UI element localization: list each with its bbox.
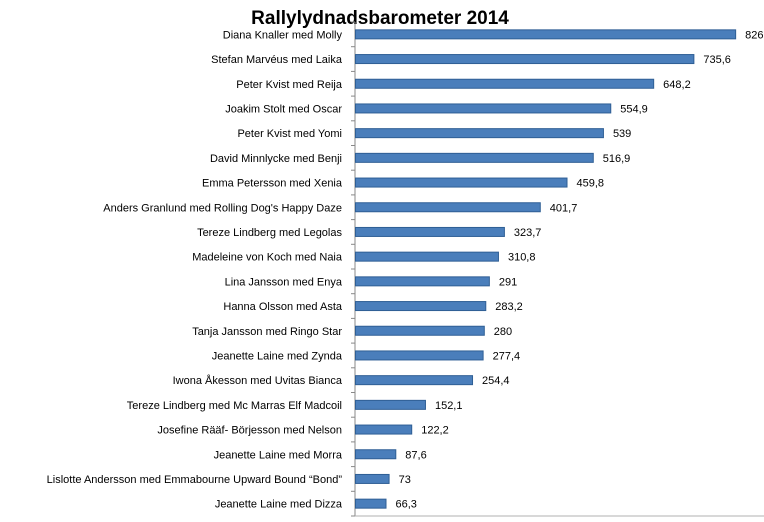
- bar: [355, 78, 655, 89]
- category-label: Madeleine von Koch med Naia: [192, 252, 343, 264]
- category-label: Lina Jansson med Enya: [225, 276, 343, 288]
- category-label: Hanna Olsson med Asta: [223, 301, 343, 313]
- category-label: Tereze Lindberg med Legolas: [197, 227, 342, 239]
- category-label: Peter Kvist med Yomi: [237, 128, 342, 140]
- bar: [355, 128, 604, 139]
- bar: [355, 473, 390, 484]
- bar: [355, 301, 487, 312]
- bar: [355, 103, 612, 114]
- bar: [355, 325, 485, 336]
- bar: [355, 424, 413, 435]
- data-label: 539: [613, 128, 631, 140]
- data-label: 323,7: [514, 227, 542, 239]
- category-label: Jeanette Laine med Morra: [214, 449, 343, 461]
- category-label: Peter Kvist med Reija: [236, 79, 343, 91]
- bar: [355, 276, 490, 287]
- data-label: 277,4: [493, 350, 521, 362]
- data-label: 122,2: [421, 425, 449, 437]
- data-label: 735,6: [703, 54, 731, 66]
- chart-title: Rallylydnadsbarometer 2014: [251, 8, 509, 29]
- data-label: 66,3: [395, 499, 416, 511]
- category-label: Anders Granlund med Rolling Dog's Happy …: [103, 202, 342, 214]
- data-label: 280: [494, 326, 512, 338]
- bar: [355, 350, 484, 361]
- data-label: 87,6: [405, 449, 426, 461]
- data-label: 291: [499, 276, 517, 288]
- bar: [355, 54, 695, 65]
- category-label: Josefine Rääf- Börjesson med Nelson: [157, 425, 342, 437]
- data-label: 401,7: [550, 202, 578, 214]
- data-label: 152,1: [435, 400, 463, 412]
- bar: [355, 226, 505, 237]
- category-label: David Minnlycke med Benji: [210, 153, 342, 165]
- category-label: Emma Petersson med Xenia: [202, 178, 343, 190]
- data-label: 554,9: [620, 103, 648, 115]
- data-label: 826,4: [745, 29, 764, 41]
- bar: [355, 498, 387, 509]
- data-label: 310,8: [508, 252, 536, 264]
- category-label: Jeanette Laine med Zynda: [212, 350, 343, 362]
- data-label: 516,9: [603, 153, 631, 165]
- category-label: Stefan Marvéus med Laika: [211, 54, 343, 66]
- category-label: Jeanette Laine med Dizza: [215, 499, 343, 511]
- data-label: 283,2: [495, 301, 523, 313]
- category-label: Tanja Jansson med Ringo Star: [192, 326, 342, 338]
- category-label: Joakim Stolt med Oscar: [225, 103, 342, 115]
- category-label: Iwona Åkesson med Uvitas Bianca: [173, 374, 343, 387]
- bar: [355, 449, 397, 460]
- bar: [355, 375, 474, 386]
- bar: [355, 29, 737, 40]
- data-label: 648,2: [663, 79, 691, 91]
- category-label: Tereze Lindberg med Mc Marras Elf Madcoi…: [127, 400, 342, 412]
- data-label: 73: [399, 474, 411, 486]
- bar: [355, 251, 499, 262]
- plot-area: Diana Knaller med Molly 826,4 Stefan Marvé…: [47, 21, 764, 517]
- bar: [355, 177, 568, 188]
- bar: [355, 202, 541, 213]
- category-label: Lislotte Andersson med Emmabourne Upward…: [47, 474, 343, 486]
- data-label: 254,4: [482, 375, 510, 387]
- bar: [355, 152, 594, 163]
- data-label: 459,8: [577, 178, 605, 190]
- bar: [355, 399, 426, 410]
- category-label: Diana Knaller med Molly: [223, 29, 343, 41]
